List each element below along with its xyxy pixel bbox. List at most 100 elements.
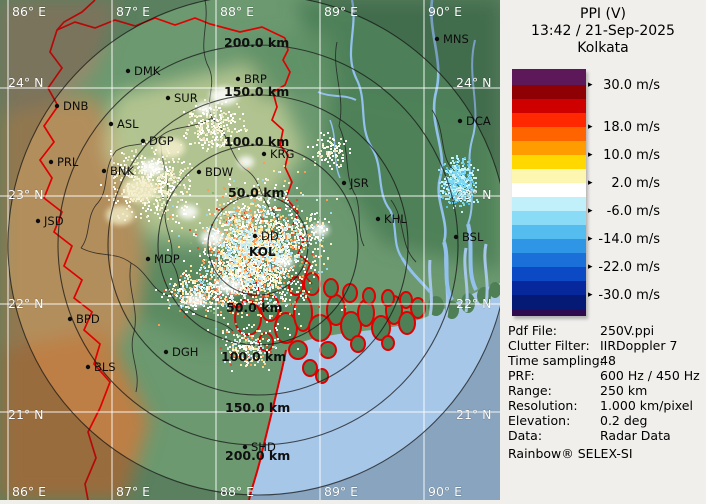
legend-arrow-icon: ▸ bbox=[588, 290, 593, 300]
legend-label-text: 18.0 m/s bbox=[603, 119, 660, 135]
city-label: BDW bbox=[205, 165, 233, 179]
city-marker: DGH bbox=[163, 345, 198, 359]
legend-label-text: -14.0 m/s bbox=[598, 231, 660, 247]
lat-label-right: 22° N bbox=[456, 296, 491, 311]
city-dot bbox=[165, 95, 171, 101]
city-dot bbox=[341, 180, 347, 186]
metadata-label: Clutter Filter: bbox=[508, 338, 590, 353]
lon-label-bottom: 88° E bbox=[220, 484, 254, 499]
lat-label-left: 22° N bbox=[8, 296, 43, 311]
legend-arrow-icon: ▸ bbox=[588, 80, 593, 90]
city-label: ASL bbox=[117, 117, 139, 131]
brand-footer: Rainbow® SELEX-SI bbox=[508, 446, 633, 461]
city-marker: BPD bbox=[67, 312, 100, 326]
rivers bbox=[317, 0, 478, 301]
city-marker: KOL bbox=[249, 245, 276, 259]
legend-color-stop bbox=[512, 211, 586, 225]
city-marker: ASL bbox=[108, 117, 139, 131]
radar-map-svg: 200.0 km 150.0 km 100.0 km 50.0 km 50.0 km 10… bbox=[0, 0, 509, 501]
radar-map-display: 200.0 km 150.0 km 100.0 km 50.0 km 50.0 km 10… bbox=[0, 0, 509, 501]
city-dot bbox=[67, 316, 73, 322]
city-marker: SHD bbox=[242, 440, 276, 454]
legend-color-stop bbox=[512, 127, 586, 141]
legend-label-text: 30.0 m/s bbox=[603, 77, 660, 93]
city-label: MNS bbox=[443, 32, 469, 46]
city-label: KRG bbox=[270, 147, 294, 161]
city-dot bbox=[125, 68, 131, 74]
info-panel: PPI (V) 13:42 / 21-Sep-2025 Kolkata ▸ 30.… bbox=[500, 0, 706, 500]
metadata-label: Elevation: bbox=[508, 413, 571, 428]
metadata-value: Radar Data bbox=[600, 428, 671, 443]
city-dot bbox=[54, 103, 60, 109]
metadata-value: 250V.ppi bbox=[600, 323, 655, 338]
echo-blob bbox=[186, 294, 206, 306]
legend-label: ▸ -30.0 m/s bbox=[588, 287, 660, 303]
city-marker: DNB bbox=[54, 99, 88, 113]
echo-speckles bbox=[169, 179, 332, 357]
city-marker: BSL bbox=[453, 230, 484, 244]
echo-blob bbox=[178, 205, 198, 219]
metadata-row: Elevation: 0.2 deg bbox=[508, 413, 704, 428]
lon-label-bottom: 89° E bbox=[324, 484, 358, 499]
range-ring-label: 150.0 km bbox=[224, 84, 289, 99]
range-rings bbox=[7, 0, 509, 496]
metadata-row: Data: Radar Data bbox=[508, 428, 704, 443]
city-markers: MNS DCA DMK BRP SUR DNB ASL DGP KRG PRL BNK BDW JSR K… bbox=[35, 32, 491, 454]
legend-color-stop bbox=[512, 183, 586, 197]
latlon-grid bbox=[0, 0, 500, 500]
legend-color-stop bbox=[512, 69, 586, 85]
range-ring bbox=[107, 94, 409, 396]
legend-color-stop bbox=[512, 169, 586, 183]
city-label: DNB bbox=[63, 99, 88, 113]
legend-arrow-icon: ▸ bbox=[588, 122, 593, 132]
city-label: DCA bbox=[466, 114, 491, 128]
metadata-value: 1.000 km/pixel bbox=[600, 398, 693, 413]
legend-color-stop bbox=[512, 85, 586, 99]
range-ring-label: 50.0 km bbox=[226, 300, 283, 315]
echo-speckles bbox=[441, 157, 479, 213]
echo-blob bbox=[276, 256, 294, 268]
range-ring-label: 150.0 km bbox=[225, 400, 290, 415]
legend-arrow-icon: ▸ bbox=[588, 206, 593, 216]
city-dot bbox=[434, 36, 440, 42]
city-label: JSR bbox=[349, 176, 369, 190]
city-dot bbox=[108, 121, 114, 127]
metadata-label: PRF: bbox=[508, 368, 535, 383]
echo-speckles bbox=[441, 159, 474, 207]
metadata-row: Resolution: 1.000 km/pixel bbox=[508, 398, 704, 413]
metadata-value: IIRDoppler 7 bbox=[600, 338, 678, 353]
city-label: BRP bbox=[244, 72, 267, 86]
legend-arrow-icon: ▸ bbox=[588, 150, 593, 160]
sea-bay-of-bengal bbox=[248, 283, 500, 500]
echo-blob bbox=[238, 156, 254, 168]
city-marker: BNK bbox=[101, 164, 134, 178]
city-dot bbox=[140, 138, 146, 144]
metadata-label: Time sampling: bbox=[508, 353, 604, 368]
city-label: KOL bbox=[249, 245, 276, 259]
city-dot bbox=[145, 256, 151, 262]
metadata-value: 600 Hz / 450 Hz bbox=[600, 368, 700, 383]
metadata-value: 0.2 deg bbox=[600, 413, 648, 428]
range-ring-label: 100.0 km bbox=[224, 134, 289, 149]
echo-blob bbox=[200, 230, 224, 246]
city-label: BNK bbox=[110, 164, 134, 178]
legend-color-stop bbox=[512, 99, 586, 113]
legend-arrow-icon: ▸ bbox=[588, 178, 593, 188]
lon-label-top: 86° E bbox=[12, 4, 46, 19]
legend-colorbar bbox=[512, 69, 586, 316]
city-marker: KRG bbox=[261, 147, 294, 161]
legend-color-stop bbox=[512, 141, 586, 155]
station-name: Kolkata bbox=[577, 40, 629, 56]
metadata-value: 48 bbox=[600, 353, 616, 368]
city-label: BSL bbox=[462, 230, 484, 244]
city-marker: JSD bbox=[35, 214, 64, 228]
city-marker: PRL bbox=[48, 155, 79, 169]
city-marker: MDP bbox=[145, 252, 180, 266]
metadata-value: 250 km bbox=[600, 383, 648, 398]
legend-color-stop bbox=[512, 197, 586, 211]
metadata-label: Range: bbox=[508, 383, 552, 398]
metadata-row: Pdf File: 250V.ppi bbox=[508, 323, 704, 338]
range-ring-label: 100.0 km bbox=[221, 349, 286, 364]
legend-color-stop bbox=[512, 309, 586, 316]
